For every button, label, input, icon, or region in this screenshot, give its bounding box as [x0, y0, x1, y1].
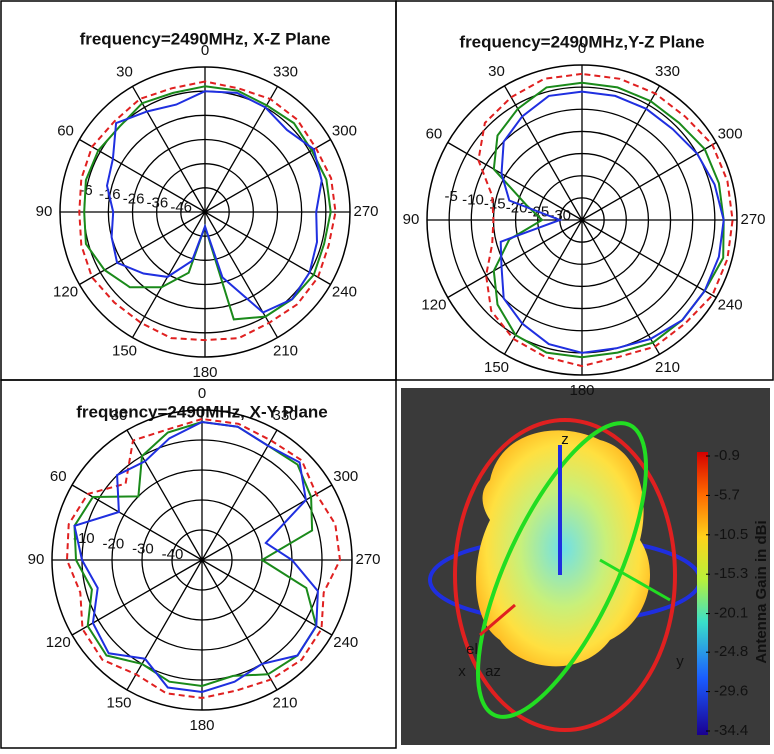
grid-spoke [201, 559, 333, 636]
chart-title: frequency=2490MHz, X-Z Plane [80, 29, 331, 48]
grid-spoke [447, 219, 583, 299]
angle-label: 90 [403, 211, 420, 228]
pattern-3d-shapes [428, 418, 702, 732]
colorbar-tick-label: -5.7 [714, 486, 740, 503]
radial-tick-label: -46 [170, 199, 192, 216]
radial-tick-label: -40 [162, 546, 184, 563]
colorbar-tick-label: -10.5 [714, 526, 748, 543]
angle-label: 300 [333, 468, 358, 485]
angle-label: 60 [426, 125, 443, 142]
pattern-line [78, 80, 337, 342]
angle-label: 210 [273, 342, 298, 359]
radial-tick-label: -26 [123, 190, 145, 207]
angle-label: 150 [112, 342, 137, 359]
angle-label: 330 [655, 63, 680, 80]
angle-label: 270 [353, 203, 378, 220]
radial-tick-label: -30 [549, 207, 571, 224]
pattern-line [499, 90, 725, 354]
grid-spoke [503, 219, 583, 355]
axis-label: y [676, 653, 684, 670]
grid-spoke [581, 141, 717, 221]
angle-label: 90 [28, 551, 45, 568]
angle-label: 0 [201, 42, 209, 59]
angle-label: 240 [718, 296, 743, 313]
angle-label: 120 [46, 634, 71, 651]
chart-title: frequency=2490MHz,Y-Z Plane [459, 32, 704, 51]
angle-label: 30 [488, 63, 505, 80]
angle-label: 330 [273, 64, 298, 81]
pattern-line [73, 420, 318, 688]
grid-spoke [447, 141, 583, 221]
angle-label: 120 [53, 283, 78, 300]
angle-label: 270 [355, 551, 380, 568]
angle-label: 210 [272, 695, 297, 712]
radial-tick-label: -5 [444, 188, 457, 205]
grid-spoke [79, 211, 206, 286]
colorbar [697, 452, 708, 735]
angle-label: 150 [484, 359, 509, 376]
grid-spoke [201, 429, 278, 561]
angle-label: 120 [421, 296, 446, 313]
grid-spoke [201, 559, 278, 691]
grid-spoke [131, 211, 206, 338]
grid-spoke [131, 86, 206, 213]
radial-tick-label: -15 [484, 196, 506, 213]
angle-label: 180 [569, 382, 594, 399]
angle-label: 330 [272, 407, 297, 424]
angle-label: 270 [740, 211, 765, 228]
angle-label: 30 [111, 407, 128, 424]
angle-label: 150 [106, 695, 131, 712]
colorbar-tick-label: -24.8 [714, 643, 748, 660]
pattern-line [492, 81, 725, 359]
grid-spoke [204, 211, 331, 286]
angle-label: 60 [50, 468, 67, 485]
angle-label: 30 [116, 64, 133, 81]
angle-label: 90 [36, 203, 53, 220]
pattern-line [73, 420, 319, 694]
colorbar-tick-label: -0.9 [714, 447, 740, 464]
pattern-line [477, 72, 734, 368]
angle-label: 300 [718, 125, 743, 142]
angle-label: 0 [198, 385, 206, 402]
angle-label: 240 [333, 634, 358, 651]
angle-label: 240 [332, 283, 357, 300]
angle-label: 60 [57, 122, 74, 139]
angle-label: 180 [192, 364, 217, 381]
grid-spoke [79, 138, 206, 213]
colorbar-tick-label: -20.1 [714, 605, 748, 622]
colorbar-tick-label: -15.3 [714, 565, 748, 582]
axis-label: z [561, 431, 569, 448]
axis-label: az [485, 663, 501, 680]
radial-tick-label: -20 [103, 535, 125, 552]
angle-label: 300 [332, 122, 357, 139]
pattern-line [65, 417, 342, 700]
pattern-line [105, 90, 323, 314]
radial-tick-label: -20 [506, 199, 528, 216]
radial-tick-label: -10 [462, 192, 484, 209]
grid-spoke [126, 559, 203, 691]
colorbar-label: Antenna Gain in dBi [753, 520, 770, 663]
angle-label: 180 [189, 717, 214, 734]
angle-label: 210 [655, 359, 680, 376]
grid-spoke [581, 219, 661, 355]
colorbar-tick-label: -34.4 [714, 722, 748, 739]
axis-label: x [458, 663, 466, 680]
grid-spoke [126, 429, 203, 561]
grid-spoke [204, 138, 331, 213]
colorbar-tick-label: -29.6 [714, 683, 748, 700]
grid-spoke [581, 219, 717, 299]
radial-tick-label: -36 [147, 195, 169, 212]
radial-tick-label: -30 [132, 541, 154, 558]
angle-label: 0 [578, 40, 586, 57]
axis-label: el [466, 641, 478, 658]
